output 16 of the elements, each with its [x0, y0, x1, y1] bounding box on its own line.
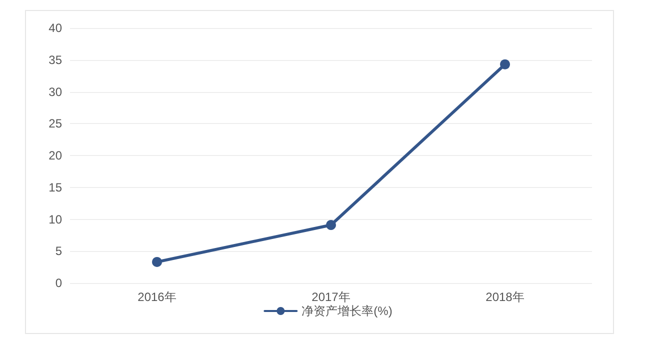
point	[152, 256, 162, 267]
x-tick-label: 2017年	[312, 290, 350, 304]
x-tick-label: 2016年	[138, 290, 176, 304]
legend-label: 净资产增长率(%)	[302, 304, 392, 318]
point	[326, 220, 336, 230]
y-tick-label: 20	[48, 148, 62, 162]
y-tick-label: 10	[48, 212, 62, 226]
y-tick-label: 30	[48, 84, 62, 99]
y-tick-label: 5	[55, 244, 62, 258]
y-tick-label: 40	[48, 21, 62, 35]
point	[500, 59, 510, 70]
y-tick-label: 0	[55, 276, 62, 290]
y-tick-label: 35	[48, 52, 62, 67]
y-tick-label: 15	[48, 180, 62, 194]
y-tick-label: 25	[48, 116, 62, 131]
x-tick-label: 2018年	[486, 290, 524, 304]
